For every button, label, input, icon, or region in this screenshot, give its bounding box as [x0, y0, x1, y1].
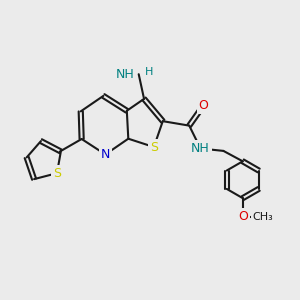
Text: H: H [145, 67, 154, 77]
Text: S: S [150, 140, 158, 154]
Text: CH₃: CH₃ [253, 212, 273, 222]
Text: NH: NH [116, 68, 134, 81]
Text: O: O [199, 99, 208, 112]
Text: S: S [53, 167, 61, 180]
Text: N: N [101, 148, 110, 161]
Text: O: O [238, 210, 248, 223]
Text: NH: NH [191, 142, 210, 155]
